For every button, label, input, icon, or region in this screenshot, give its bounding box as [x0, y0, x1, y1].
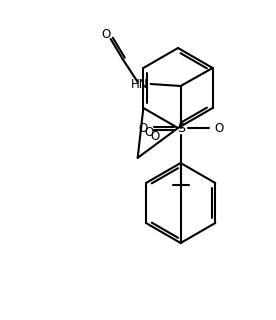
Text: S: S: [177, 122, 185, 134]
Text: O: O: [144, 126, 154, 140]
Text: O: O: [150, 130, 160, 143]
Text: O: O: [138, 122, 147, 134]
Text: HN: HN: [131, 77, 148, 91]
Text: O: O: [101, 28, 110, 41]
Text: O: O: [214, 122, 223, 134]
